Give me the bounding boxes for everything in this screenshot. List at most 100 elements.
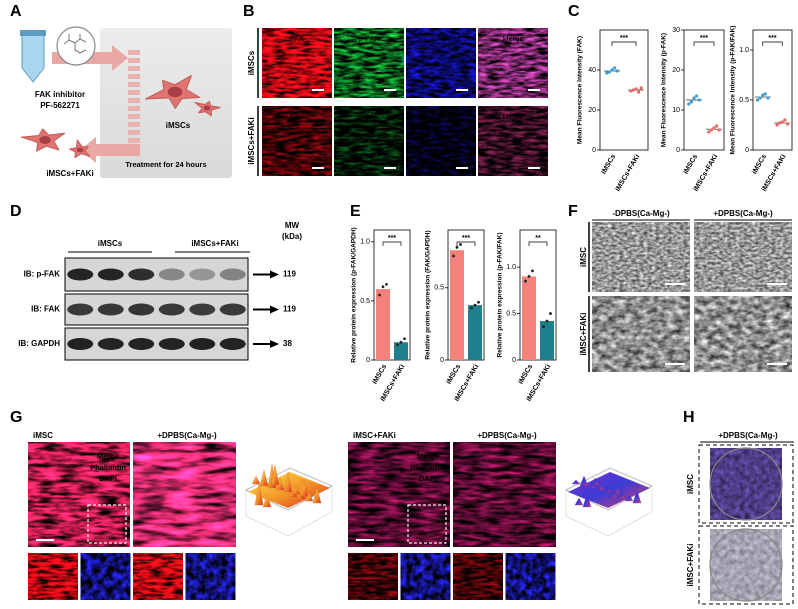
y-tick-label: 0.5 bbox=[360, 298, 370, 305]
column-label: -DPBS(Ca-Mg-) bbox=[612, 209, 670, 218]
x-tick-label: iMSCs+FAKi bbox=[615, 153, 642, 192]
dish-box bbox=[698, 444, 794, 524]
surface-axes bbox=[245, 486, 333, 537]
dish bbox=[710, 448, 782, 520]
blot-label: IB: p-FAK bbox=[24, 270, 61, 279]
data-point bbox=[607, 70, 612, 74]
data-point bbox=[610, 68, 614, 72]
y-axis-label: Relative protein expression (FAK/GAPDH) bbox=[425, 230, 432, 359]
surface-peak bbox=[632, 489, 642, 504]
micrograph bbox=[694, 296, 792, 372]
data-point bbox=[689, 100, 694, 104]
data-point bbox=[531, 269, 534, 273]
data-point bbox=[695, 94, 699, 98]
data-point bbox=[477, 300, 480, 304]
channel-label: FAK bbox=[290, 34, 304, 43]
bar bbox=[522, 276, 536, 360]
data-point bbox=[785, 122, 790, 126]
significance-bracket bbox=[762, 41, 783, 46]
arrow-head bbox=[270, 270, 279, 279]
label: iMSCs bbox=[166, 121, 191, 130]
band bbox=[128, 303, 155, 316]
y-tick-label: 0 bbox=[440, 357, 444, 364]
plot-frame bbox=[683, 29, 725, 151]
data-point bbox=[452, 254, 455, 258]
surface-peak bbox=[587, 483, 597, 489]
micrograph bbox=[28, 442, 130, 547]
surface-peak bbox=[571, 479, 581, 485]
band bbox=[67, 338, 94, 350]
band bbox=[219, 303, 246, 316]
panel-letter: C bbox=[568, 3, 580, 20]
ladder bbox=[128, 130, 140, 135]
row-label: iMSCs bbox=[247, 50, 256, 75]
panel-letter: G bbox=[10, 409, 22, 426]
row-label: iMSC bbox=[579, 247, 588, 267]
data-point bbox=[775, 123, 779, 127]
x-tick-label: iMSCs bbox=[751, 153, 768, 175]
data-point bbox=[766, 96, 770, 100]
y-tick-label: 0 bbox=[676, 147, 680, 154]
y-axis-label: Mean Fluorescence Intensity (FAK) bbox=[577, 36, 584, 144]
small-micrograph bbox=[80, 553, 131, 600]
x-tick-label: iMSCs bbox=[518, 363, 535, 385]
micrograph bbox=[133, 442, 236, 547]
plot-frame bbox=[752, 29, 793, 151]
row-label: iMSC bbox=[686, 474, 695, 494]
data-point bbox=[639, 86, 643, 90]
small-micrograph bbox=[28, 553, 78, 600]
significance: *** bbox=[768, 35, 776, 42]
y-tick-label: 1.0 bbox=[360, 239, 370, 246]
panel-letter: A bbox=[10, 3, 22, 20]
row-label: iMSC+FAKi bbox=[579, 313, 588, 356]
ladder bbox=[128, 82, 140, 87]
mw-label: 38 bbox=[283, 339, 292, 348]
small-micrograph bbox=[400, 553, 451, 600]
band bbox=[158, 268, 185, 281]
band bbox=[97, 303, 124, 316]
mw-label: 119 bbox=[283, 270, 296, 279]
blot bbox=[64, 257, 249, 292]
channel-label: Merge bbox=[502, 34, 523, 43]
band bbox=[97, 338, 124, 350]
significance: *** bbox=[620, 35, 628, 42]
channel-label: p-FAK bbox=[359, 112, 380, 121]
channel-label: FAK bbox=[290, 112, 304, 121]
surface-peak bbox=[254, 480, 264, 506]
data-point bbox=[613, 66, 617, 70]
x-tick-label: iMSCs bbox=[601, 153, 618, 175]
bar bbox=[394, 342, 408, 360]
surface-peak bbox=[304, 492, 314, 502]
row-label: iMSCs+FAKi bbox=[247, 117, 256, 164]
data-point bbox=[712, 126, 716, 130]
band bbox=[158, 303, 185, 316]
y-tick-label: 0 bbox=[366, 357, 370, 364]
column-label: +DPBS(Ca-Mg-) bbox=[713, 209, 773, 218]
ladder bbox=[128, 98, 140, 103]
data-point bbox=[615, 69, 619, 73]
group-label: iMSC bbox=[33, 431, 53, 440]
micrograph bbox=[262, 28, 332, 98]
band bbox=[97, 268, 124, 281]
panel-letter: F bbox=[568, 203, 578, 220]
surface-peak bbox=[574, 497, 584, 506]
small-micrograph bbox=[185, 553, 236, 600]
micrograph bbox=[406, 106, 476, 176]
data-point bbox=[396, 343, 399, 347]
channel-label: Merge bbox=[502, 112, 523, 121]
micrograph bbox=[334, 28, 404, 98]
data-point bbox=[459, 243, 462, 246]
data-point bbox=[783, 118, 787, 122]
y-axis-label: Relative protein expression (p-FAK/GAPDH… bbox=[351, 227, 358, 362]
y-tick-label: 1.0 bbox=[739, 47, 749, 54]
panel-letter: D bbox=[10, 203, 22, 220]
data-point bbox=[381, 285, 385, 289]
row-label: iMSC+FAKi bbox=[686, 544, 695, 587]
ladder bbox=[128, 138, 140, 143]
surface-peak bbox=[312, 486, 322, 504]
bar bbox=[540, 321, 554, 360]
data-point bbox=[707, 130, 711, 134]
y-tick-label: 0 bbox=[592, 147, 596, 154]
significance: *** bbox=[462, 235, 470, 242]
